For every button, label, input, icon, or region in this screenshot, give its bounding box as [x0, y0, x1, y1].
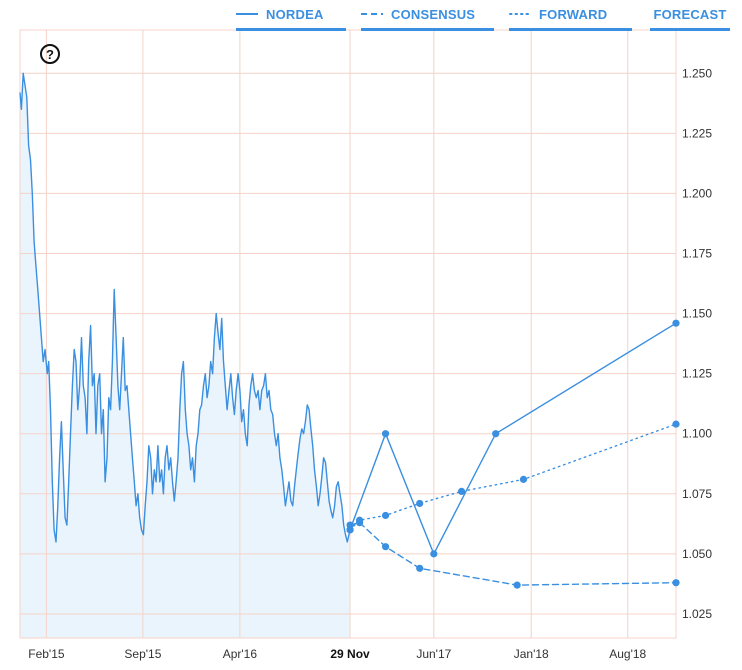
dotted-line-icon — [509, 13, 531, 15]
y-tick-label: 1.075 — [682, 487, 712, 501]
data-point-forward — [381, 511, 390, 520]
y-tick-label: 1.175 — [682, 246, 712, 260]
y-tick-label: 1.200 — [682, 186, 712, 200]
legend: NORDEA CONSENSUS FORWARD FORECAST — [0, 0, 742, 31]
data-point-nordea — [672, 319, 680, 327]
legend-label-consensus: CONSENSUS — [391, 6, 476, 22]
y-tick-label: 1.050 — [682, 547, 712, 561]
series-history-line — [19, 72, 351, 543]
solid-line-icon — [236, 13, 258, 15]
data-point-nordea — [381, 430, 390, 438]
data-point-consensus — [513, 581, 521, 589]
series-line-consensus — [349, 521, 677, 586]
x-tick-label: Sep'15 — [124, 647, 161, 661]
y-tick-label: 1.025 — [682, 607, 712, 621]
data-point-forward — [346, 526, 354, 534]
x-tick-label: Apr'16 — [223, 647, 258, 661]
series-line-nordea — [349, 322, 677, 556]
data-point-forward — [457, 487, 466, 496]
legend-item-forward[interactable]: FORWARD — [509, 0, 632, 31]
legend-item-consensus[interactable]: CONSENSUS — [361, 0, 494, 31]
data-point-forward — [416, 499, 424, 508]
y-tick-label: 1.100 — [682, 427, 712, 441]
data-point-nordea — [492, 430, 500, 438]
legend-item-nordea[interactable]: NORDEA — [236, 0, 346, 31]
legend-item-forecast[interactable]: FORECAST — [650, 0, 730, 31]
data-point-forward — [672, 420, 680, 428]
question-icon[interactable]: ? — [40, 44, 60, 64]
x-tick-label: Aug'18 — [609, 647, 646, 661]
legend-label-forecast: FORECAST — [653, 6, 727, 22]
data-point-nordea — [430, 550, 438, 558]
history-area — [20, 73, 350, 639]
y-tick-label: 1.150 — [682, 307, 712, 321]
dashed-line-icon — [361, 13, 383, 15]
legend-label-nordea: NORDEA — [266, 6, 324, 22]
x-tick-label: Jun'17 — [416, 647, 451, 661]
legend-label-forward: FORWARD — [539, 6, 608, 22]
data-point-forward — [519, 475, 528, 483]
data-point-consensus — [672, 579, 680, 587]
x-tick-label: Feb'15 — [28, 647, 65, 661]
data-point-consensus — [381, 543, 390, 551]
series-line-forward — [349, 423, 677, 531]
y-tick-label: 1.250 — [682, 66, 712, 80]
data-point-forward — [356, 516, 364, 524]
question-glyph: ? — [46, 46, 54, 62]
x-tick-label: Jan'18 — [514, 647, 549, 661]
data-point-consensus — [416, 564, 424, 572]
y-tick-label: 1.125 — [682, 367, 712, 381]
y-tick-label: 1.225 — [682, 126, 712, 140]
x-tick-label: 29 Nov — [330, 647, 370, 661]
